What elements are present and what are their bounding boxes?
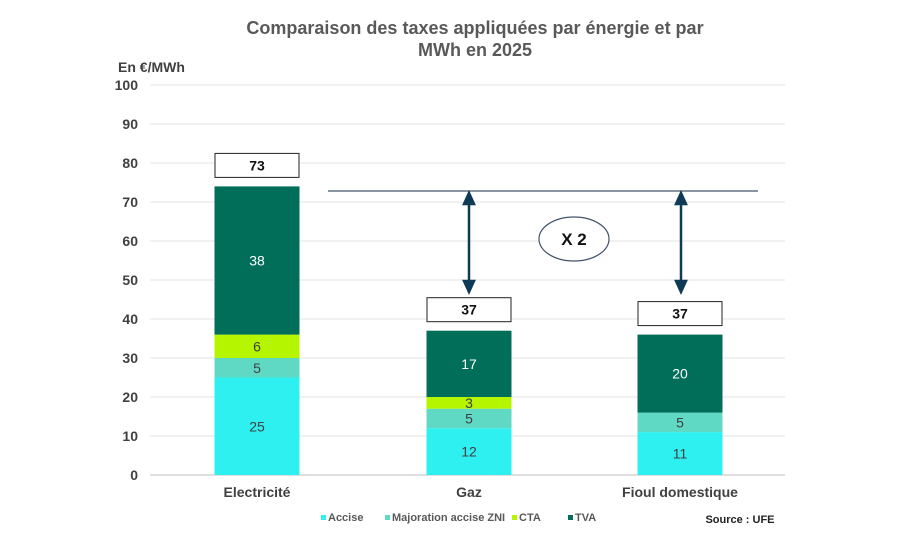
bar-segment — [426, 397, 512, 409]
legend-swatch — [568, 515, 573, 520]
double-arrow-gaz — [462, 189, 476, 296]
bar-segment — [637, 334, 723, 413]
legend-swatch — [321, 515, 326, 520]
y-tick-label: 50 — [122, 272, 138, 288]
total-box — [637, 301, 723, 327]
data-label: 12 — [461, 444, 477, 460]
legend-entry: CTA — [519, 512, 541, 524]
bar-segment — [214, 358, 300, 378]
data-label: 17 — [461, 356, 477, 372]
chart-title-line-1: Comparaison des taxes appliquées par éne… — [246, 18, 703, 38]
total-box — [426, 297, 512, 323]
x-category-label: Electricité — [224, 484, 291, 500]
y-tick-label: 10 — [122, 428, 138, 444]
bar-segment — [426, 428, 512, 475]
annotation-x2: X 2 — [561, 230, 587, 249]
bar-segment — [214, 186, 300, 335]
bar-segment — [214, 377, 300, 475]
y-axis-label: En €/MWh — [118, 59, 185, 75]
legend-entry: Accise — [328, 512, 363, 524]
total-label: 73 — [249, 157, 265, 173]
y-tick-label: 100 — [115, 77, 139, 93]
data-label: 5 — [676, 414, 684, 430]
y-tick-label: 60 — [122, 233, 138, 249]
data-label: 5 — [253, 360, 261, 376]
data-label: 20 — [672, 366, 688, 382]
total-box — [214, 152, 300, 178]
total-label: 37 — [461, 302, 477, 318]
y-tick-label: 40 — [122, 311, 138, 327]
legend-entry: TVA — [575, 512, 596, 524]
legend-swatch — [512, 515, 517, 520]
y-tick-label: 0 — [130, 467, 138, 483]
data-label: 11 — [673, 446, 688, 462]
bar-segment — [426, 408, 512, 429]
y-tick-label: 90 — [122, 116, 138, 132]
data-label: 3 — [465, 395, 473, 411]
legend-entry: Majoration accise ZNI — [392, 512, 505, 524]
data-label: 25 — [249, 418, 265, 434]
y-tick-label: 20 — [122, 389, 138, 405]
y-tick-label: 70 — [122, 194, 138, 210]
x-category-label: Fioul domestique — [622, 484, 738, 500]
chart-title-line-2: MWh en 2025 — [418, 40, 532, 60]
double-arrow-fioul — [674, 189, 688, 296]
x-category-label: Gaz — [456, 484, 482, 500]
legend-swatch — [385, 515, 390, 520]
bar-segment — [214, 334, 300, 358]
data-label: 5 — [465, 410, 473, 426]
bar-segment — [426, 330, 512, 397]
annotation-ellipse — [538, 216, 610, 262]
source-label: Source : UFE — [705, 514, 774, 526]
data-label: 38 — [249, 253, 265, 269]
bar-segment — [637, 412, 723, 433]
y-tick-label: 30 — [122, 350, 138, 366]
y-tick-label: 80 — [122, 155, 138, 171]
total-label: 37 — [672, 306, 688, 322]
bar-segment — [637, 432, 723, 475]
data-label: 6 — [253, 338, 261, 354]
